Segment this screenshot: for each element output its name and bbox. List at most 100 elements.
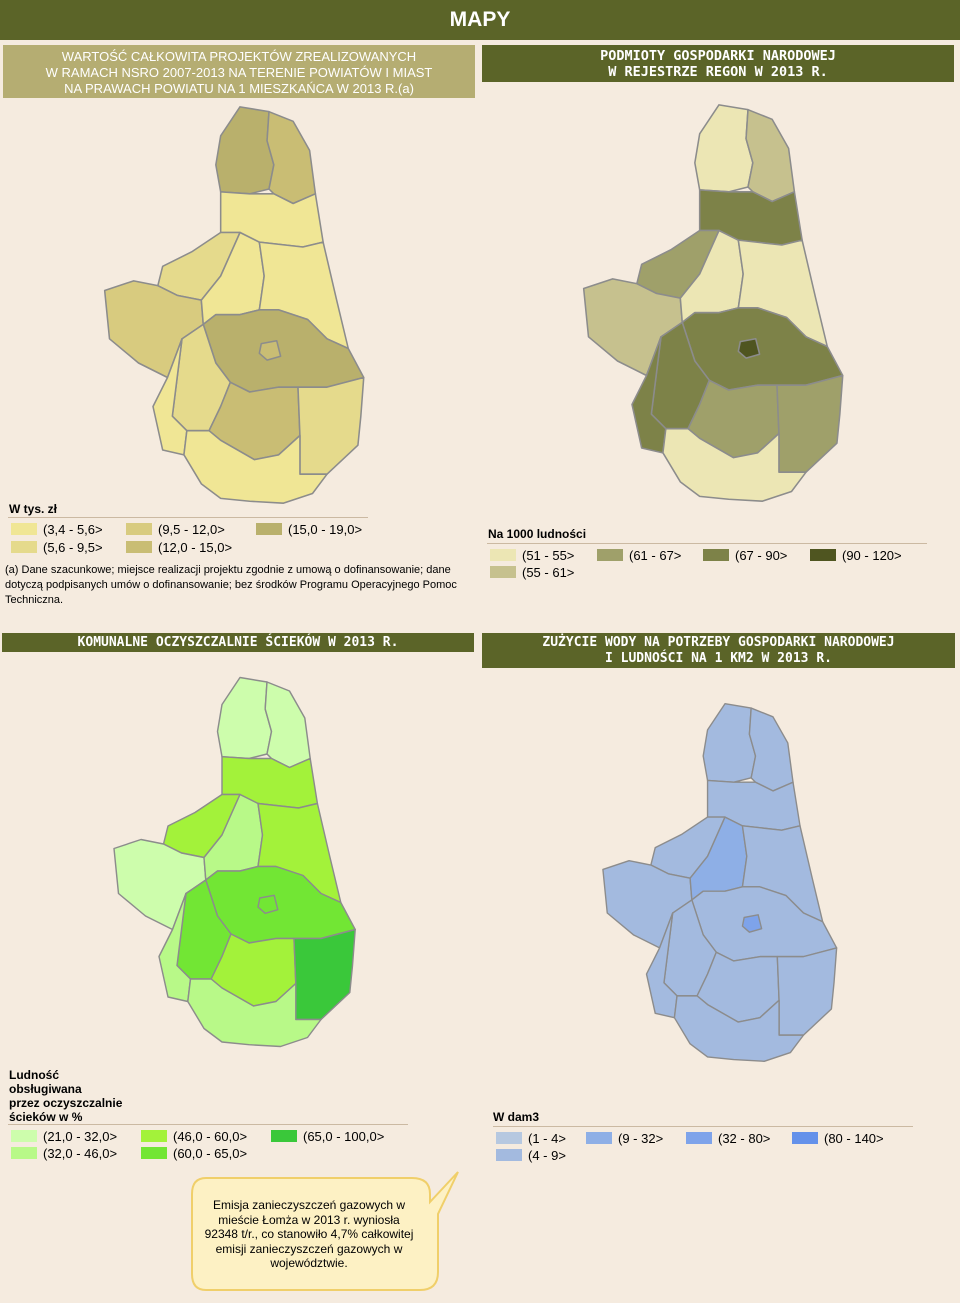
map-water-usage [602,703,838,1062]
legend-a-item: (5,6 - 9,5> [11,540,103,555]
legend-b-divider [487,543,927,544]
top-bar: MAPY [0,0,960,40]
section-title-line: W REJESTRZE REGON W 2013 R. [608,64,828,80]
region-city [257,894,279,915]
legend-c-divider [8,1124,408,1125]
map-nsro-projects [103,106,365,504]
legend-swatch [126,541,152,553]
legend-b-item: (67 - 90> [703,548,787,563]
legend-d-item: (4 - 9> [496,1148,566,1163]
callout-line: Emisja zanieczyszczeń gazowych w [212,1198,406,1212]
legend-d-item: (1 - 4> [496,1131,566,1146]
legend-label: (12,0 - 15,0> [158,540,233,555]
legend-c-item: (65,0 - 100,0> [271,1129,384,1144]
legend-swatch [792,1132,818,1144]
legend-label: (32 - 80> [718,1131,771,1146]
region-se [297,376,365,475]
legend-swatch [141,1130,167,1142]
legend-d-item: (9 - 32> [586,1131,663,1146]
footnote-a: (a) Dane szacunkowe; miejsce realizacji … [5,564,457,606]
section-title-line: KOMUNALNE OCZYSZCZALNIE ŚCIEKÓW W 2013 R… [77,635,399,650]
legend-swatch [490,566,516,578]
legend-label: (60,0 - 65,0> [173,1146,248,1161]
legend-c-item: (21,0 - 32,0> [11,1129,117,1144]
legend-a-title: W tys. zł [9,502,58,516]
region-city [737,337,761,359]
legend-label: (51 - 55> [522,548,575,563]
section-title-line: I LUDNOŚCI NA 1 KM2 W 2013 R. [605,651,832,666]
section-title-sewage: KOMUNALNE OCZYSZCZALNIE ŚCIEKÓW W 2013 R… [2,633,474,652]
region-se [776,374,844,473]
region-n1 [694,104,754,193]
callout-text: Emisja zanieczyszczeń gazowych w mieście… [196,1198,422,1271]
legend-swatch [686,1132,712,1144]
legend-b-title: Na 1000 ludności [488,527,587,541]
legend-a-divider [8,517,368,518]
section-title-water: ZUŻYCIE WODY NA POTRZEBY GOSPODARKI NARO… [482,633,955,668]
region-n1 [216,676,273,760]
callout-bubble [191,1171,459,1291]
legend-b-item: (61 - 67> [597,548,681,563]
legend-d-item: (32 - 80> [686,1131,770,1146]
legend-d-title: W dam3 [493,1110,540,1124]
region-n2 [266,110,317,205]
legend-title-line: obsługiwana [9,1082,82,1096]
callout-line: mieście Łomża w 2013 r. wyniosła [218,1212,400,1227]
legend-d-divider [493,1126,913,1127]
legend-label: (4 - 9> [528,1148,566,1163]
legend-swatch [597,549,623,561]
legend-swatch [11,1130,37,1142]
legend-b-item: (90 - 120> [810,548,902,563]
legend-swatch [810,549,836,561]
legend-swatch [126,523,152,535]
region-bot [662,427,807,502]
region-n2 [748,707,794,792]
legend-label: (46,0 - 60,0> [173,1129,248,1144]
legend-label: (32,0 - 46,0> [43,1146,118,1161]
map-regon-entities [582,104,844,502]
region-n2 [745,108,796,203]
legend-label: (67 - 90> [735,548,788,563]
map-sewage-plants [113,676,356,1048]
legend-swatch [11,523,37,535]
legend-swatch [11,1147,37,1159]
region-n1 [702,703,757,783]
region-n2 [264,681,311,769]
legend-c-title: Ludność obsługiwana przez oczyszczalnie … [9,1068,139,1124]
legend-label: (3,4 - 5,6> [43,522,103,537]
legend-label: (55 - 61> [522,565,575,580]
region-bot [183,429,328,504]
legend-label: (15,0 - 19,0> [288,522,363,537]
legend-swatch [496,1132,522,1144]
legend-a-item: (15,0 - 19,0> [256,522,362,537]
region-n1 [215,106,275,195]
legend-b-item: (51 - 55> [490,548,574,563]
legend-label: (9 - 32> [618,1131,664,1146]
legend-d-item: (80 - 140> [792,1131,884,1146]
page-title: MAPY [449,8,511,31]
legend-swatch [496,1149,522,1161]
legend-a-item: (9,5 - 12,0> [126,522,225,537]
legend-title-line: przez oczyszczalnie [9,1096,123,1110]
legend-swatch [271,1130,297,1142]
section-title-line: NA PRAWACH POWIATU NA 1 MIESZKAŃCA W 201… [64,81,414,96]
legend-c-item: (32,0 - 46,0> [11,1146,117,1161]
region-se [293,928,356,1021]
legend-c-item: (46,0 - 60,0> [141,1129,247,1144]
section-title-line: WARTOŚĆ CAŁKOWITA PROJEKTÓW ZREALIZOWANY… [61,49,417,64]
callout-line: 92348 t/r., co stanowiło 4,7% całkowitej [204,1227,414,1241]
legend-a-item: (12,0 - 15,0> [126,540,232,555]
legend-label: (90 - 120> [842,548,902,563]
section-title-regon: PODMIOTY GOSPODARKI NARODOWEJ W REJESTRZ… [482,45,954,82]
region-city [741,914,763,933]
legend-label: (5,6 - 9,5> [43,540,103,555]
legend-swatch [703,549,729,561]
section-title-line: W RAMACH NSRO 2007-2013 NA TERENIE POWIA… [45,65,433,80]
legend-swatch [256,523,282,535]
legend-label: (1 - 4> [528,1131,566,1146]
legend-label: (65,0 - 100,0> [303,1129,385,1144]
legend-a-item: (3,4 - 5,6> [11,522,103,537]
section-title-line: PODMIOTY GOSPODARKI NARODOWEJ [600,48,836,64]
legend-swatch [586,1132,612,1144]
section-title-line: ZUŻYCIE WODY NA POTRZEBY GOSPODARKI NARO… [542,635,895,650]
